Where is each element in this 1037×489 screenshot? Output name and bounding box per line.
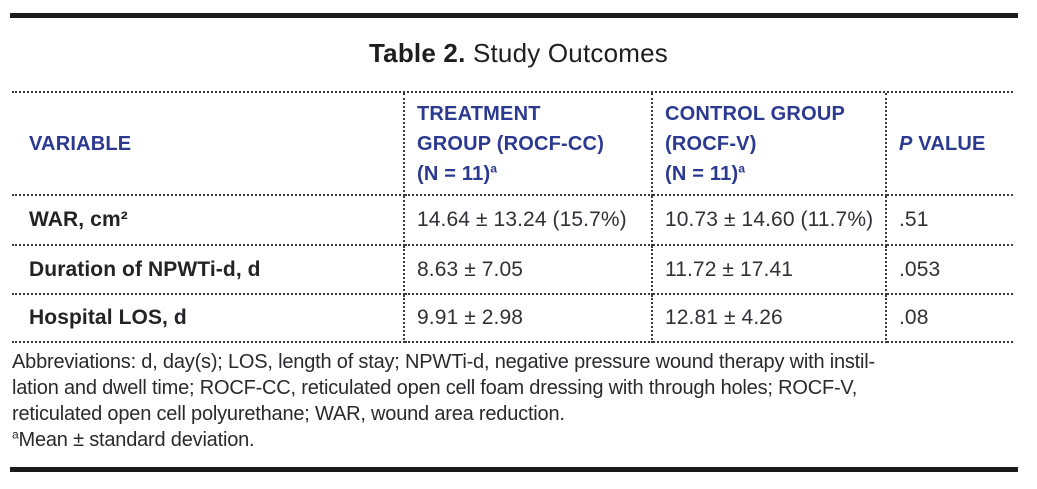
abbreviations-line-1: Abbreviations: d, day(s); LOS, length of… — [12, 351, 875, 373]
header-cell-treatment-group: TREATMENT GROUP (ROCF-CC) (N = 11)a — [405, 93, 653, 196]
mean-footnote-marker: a — [12, 427, 19, 442]
table-title-text: Study Outcomes — [465, 38, 668, 68]
table-row-war-variable: WAR, cm² — [12, 196, 405, 246]
top-rule — [10, 13, 1018, 18]
table-row-duration-pvalue: .053 — [887, 246, 1013, 295]
abbreviations-line-2: lation and dwell time; ROCF-CC, reticula… — [12, 377, 858, 399]
treatment-header-line1: TREATMENT — [417, 102, 541, 125]
bottom-rule — [10, 467, 1018, 472]
table-title: Table 2. Study Outcomes — [0, 38, 1037, 68]
table-row-los-treatment: 9.91 ± 2.98 — [405, 295, 653, 343]
table-footnotes: Abbreviations: d, day(s); LOS, length of… — [12, 349, 1024, 453]
table-row-los-variable: Hospital LOS, d — [12, 295, 405, 343]
header-variable-label: VARIABLE — [29, 132, 132, 155]
table-row-war-pvalue: .51 — [887, 196, 1013, 246]
treatment-header-line2: GROUP (ROCF-CC) — [417, 132, 605, 155]
treatment-header-footnote-marker: a — [490, 160, 498, 175]
mean-footnote: aMean ± standard deviation. — [12, 427, 1024, 453]
study-outcomes-table: VARIABLE TREATMENT GROUP (ROCF-CC) (N = … — [12, 91, 1013, 343]
control-header-footnote-marker: a — [738, 160, 746, 175]
table-row-war-control: 10.73 ± 14.60 (11.7%) — [653, 196, 887, 246]
control-header-line1: CONTROL GROUP — [665, 102, 846, 125]
table-row-war-treatment: 14.64 ± 13.24 (15.7%) — [405, 196, 653, 246]
p-value-italic-p: P — [899, 132, 913, 155]
table-row-duration-control: 11.72 ± 17.41 — [653, 246, 887, 295]
table-row-duration-variable: Duration of NPWTi-d, d — [12, 246, 405, 295]
control-header-line2: (ROCF-V) — [665, 132, 757, 155]
abbreviations-line-3: reticulated open cell polyurethane; WAR,… — [12, 403, 565, 425]
mean-footnote-text: Mean ± standard deviation. — [18, 429, 255, 451]
header-cell-variable: VARIABLE — [12, 93, 405, 196]
table-row-duration-treatment: 8.63 ± 7.05 — [405, 246, 653, 295]
table-row-los-pvalue: .08 — [887, 295, 1013, 343]
table-title-number: Table 2. — [369, 38, 466, 68]
header-cell-control-group: CONTROL GROUP (ROCF-V) (N = 11)a — [653, 93, 887, 196]
p-value-rest: VALUE — [912, 132, 986, 155]
table-row-los-control: 12.81 ± 4.26 — [653, 295, 887, 343]
treatment-header-line3: (N = 11) — [417, 162, 491, 185]
header-cell-p-value: P VALUE — [887, 93, 1013, 196]
control-header-line3: (N = 11) — [665, 162, 739, 185]
